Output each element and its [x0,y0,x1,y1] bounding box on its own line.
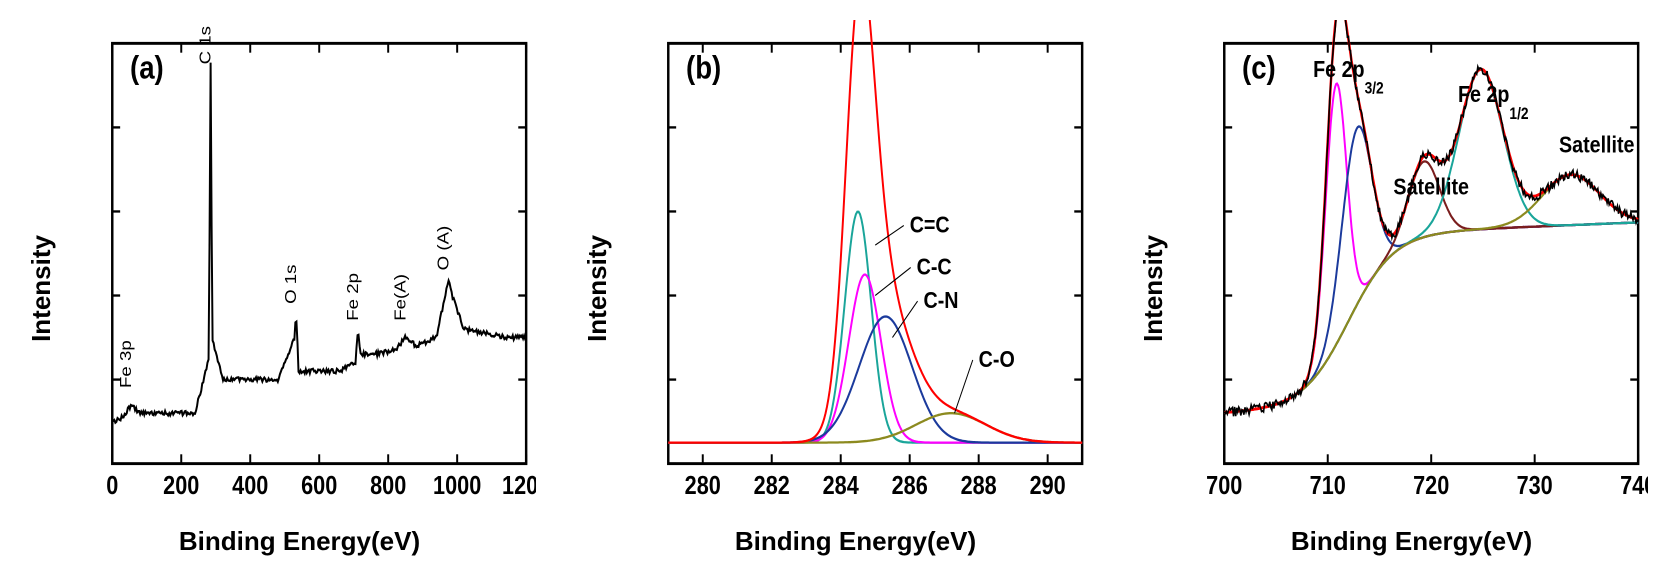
peak-label: Fe(A) [391,274,409,321]
peak-label: C=C [910,211,950,238]
peak-label: Fe 2p1/2 [1458,81,1529,123]
svg-text:200: 200 [163,471,199,500]
svg-text:710: 710 [1310,471,1346,500]
svg-text:290: 290 [1030,471,1066,500]
peak-label: C-C [917,253,952,280]
svg-text:400: 400 [232,471,268,500]
peak-label: C 1s [196,26,214,65]
plot-b: 280 282 284 286 288 290 (b) C=C C-C C-N C-O [619,20,1092,522]
peak-label: Satellite [1393,173,1469,200]
svg-text:280: 280 [685,471,721,500]
svg-text:282: 282 [754,471,790,500]
svg-text:286: 286 [892,471,928,500]
svg-text:284: 284 [823,471,860,500]
ylabel-c: Intensity [1132,235,1175,342]
svg-text:0: 0 [106,471,118,500]
peak-label: C-N [923,287,958,314]
xlabel-b: Binding Energy(eV) [735,522,976,557]
ylabel-b: Intensity [576,235,619,342]
peak-label: C-O [979,345,1015,372]
svg-text:(b): (b) [686,50,721,86]
peak-label: Fe 2p [343,273,361,321]
panel-b: Intensity 280 282 284 286 288 290 (b) C=C C-C C-N… [576,20,1092,557]
xlabel-c: Binding Energy(eV) [1291,522,1532,557]
panel-a: Intensity 0 200 400 600 800 1000 1200 (a) Fe 3p C… [20,20,536,557]
peak-label: Fe 3p [117,340,135,388]
peak-label: Fe 2p3/2 [1313,55,1384,97]
svg-text:1000: 1000 [433,471,481,500]
figure: Intensity 0 200 400 600 800 1000 1200 (a) Fe 3p C… [0,0,1668,577]
svg-text:700: 700 [1206,471,1242,500]
svg-text:600: 600 [301,471,337,500]
svg-text:(c): (c) [1242,50,1276,86]
ylabel-a: Intensity [20,235,63,342]
svg-text:1200: 1200 [502,471,536,500]
svg-text:(a): (a) [130,50,164,86]
xlabel-a: Binding Energy(eV) [179,522,420,557]
svg-text:800: 800 [370,471,406,500]
svg-text:740: 740 [1620,471,1648,500]
plot-a: 0 200 400 600 800 1000 1200 (a) Fe 3p C 1s O 1s Fe … [63,20,536,522]
plot-c: 700 710 720 730 740 (c) Fe 2p3/2 Satellite Fe 2p… [1175,20,1648,522]
panel-c: Intensity 700 710 720 730 740 (c) Fe 2p3/2 Sate… [1132,20,1648,557]
peak-label: O 1s [281,264,299,304]
peak-label: Satellite [1559,131,1635,158]
peak-label: O (A) [434,226,452,271]
svg-text:730: 730 [1517,471,1553,500]
svg-text:720: 720 [1413,471,1449,500]
svg-text:288: 288 [961,471,997,500]
